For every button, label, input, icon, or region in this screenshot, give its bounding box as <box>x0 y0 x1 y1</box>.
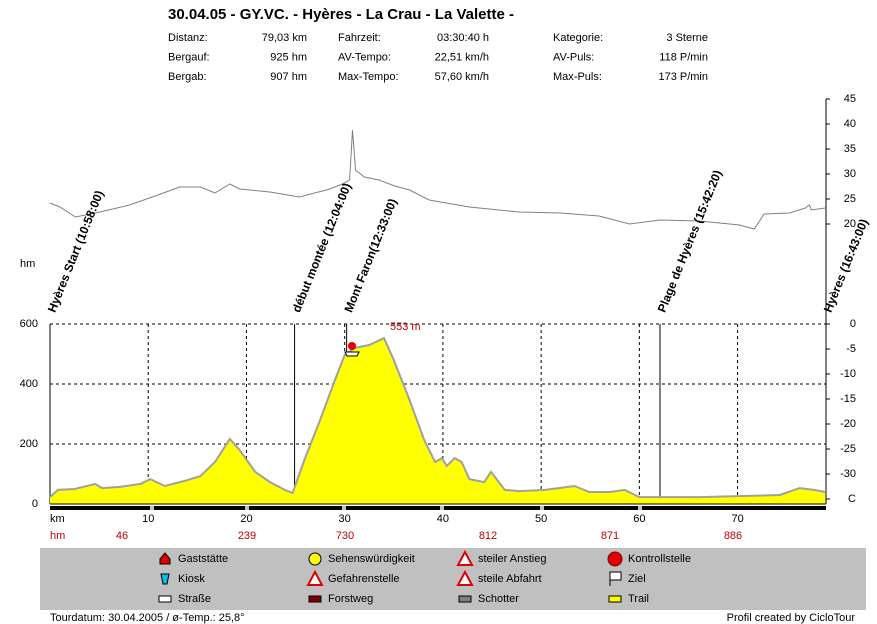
stat-value: 79,03 km <box>262 32 307 44</box>
y2-tick-label: -5 <box>846 343 856 355</box>
legend-label: Ziel <box>628 573 646 585</box>
road-gap <box>540 506 544 510</box>
x-tick-label: 40 <box>437 513 449 525</box>
y-tick-label: 200 <box>20 438 38 450</box>
legend-label: Kontrollstelle <box>628 553 691 565</box>
stat-value: 57,60 km/h <box>435 71 489 83</box>
legend-label: steiler Anstieg <box>478 553 546 565</box>
stat-value: 22,51 km/h <box>435 51 489 63</box>
legend-label: Trail <box>628 593 649 605</box>
road-gap <box>150 506 154 510</box>
icon <box>308 552 322 566</box>
stat-value: 03:30:40 h <box>437 32 489 44</box>
x-tick-label: km <box>50 513 65 525</box>
icon <box>608 595 622 603</box>
icon <box>458 595 472 603</box>
footer-right: Profil created by CicloTour <box>727 612 856 624</box>
y-axis-label: hm <box>20 258 35 270</box>
y2-tick-label: 30 <box>844 168 856 180</box>
y2-tick-label: -20 <box>840 418 856 430</box>
waypoint-label: Hyères (16:43:00) <box>821 217 871 314</box>
y2-tick-label: 25 <box>844 193 856 205</box>
y-tick-label: 600 <box>20 318 38 330</box>
road-strip <box>50 506 826 510</box>
y2-tick-label: -30 <box>840 468 856 480</box>
legend-label: Gaststätte <box>178 553 228 565</box>
y2-tick-label: 20 <box>844 218 856 230</box>
waypoint-label: Mont Faron(12:33:00) <box>341 197 399 315</box>
stat-label: Fahrzeit: <box>338 32 381 44</box>
y2-tick-label: -10 <box>840 368 856 380</box>
stat-value: 3 Sterne <box>666 32 708 44</box>
waypoint-label: Hyères Start (10:58:00) <box>45 188 107 314</box>
legend-label: Forstweg <box>328 593 373 605</box>
icon <box>456 549 474 566</box>
icon <box>456 569 474 586</box>
stat-value: 118 P/min <box>659 51 708 63</box>
y2-tick-label: -15 <box>840 393 856 405</box>
y2-tick-label: 40 <box>844 118 856 130</box>
icon <box>158 595 172 603</box>
stat-value: 907 hm <box>270 71 307 83</box>
road-gap <box>440 506 444 510</box>
x-tick-label: 60 <box>633 513 645 525</box>
max-label: 553 m <box>390 321 421 333</box>
legend-label: Kiosk <box>178 573 205 585</box>
hm-row-value: 730 <box>336 530 354 542</box>
road-gap <box>342 506 346 510</box>
road-gap <box>245 506 249 510</box>
icon <box>160 573 170 585</box>
y2-tick-label: C <box>848 493 856 505</box>
hm-row-value: 812 <box>479 530 497 542</box>
hm-row-value: 871 <box>601 530 619 542</box>
footer-left: Tourdatum: 30.04.2005 / ø-Temp.: 25,8° <box>50 612 245 624</box>
hm-row-value: 46 <box>116 530 128 542</box>
y2-tick-label: -25 <box>840 443 856 455</box>
stat-label: Bergauf: <box>168 51 210 63</box>
icon <box>306 569 324 586</box>
legend-label: Sehenswürdigkeit <box>328 553 415 565</box>
y-tick-label: 400 <box>20 378 38 390</box>
stat-label: Distanz: <box>168 32 208 44</box>
y2-tick-label: 35 <box>844 143 856 155</box>
temperature-line <box>49 129 826 230</box>
poi-base <box>344 351 360 357</box>
legend-label: Schotter <box>478 593 519 605</box>
stat-label: AV-Tempo: <box>338 51 391 63</box>
chart-title: 30.04.05 - GY.VC. - Hyères - La Crau - L… <box>168 6 514 23</box>
road-gap <box>638 506 642 510</box>
stat-label: Kategorie: <box>553 32 603 44</box>
y2-tick-label: 0 <box>850 318 856 330</box>
elevation-outline <box>49 336 826 499</box>
stat-label: Max-Puls: <box>553 71 602 83</box>
stat-label: Bergab: <box>168 71 207 83</box>
x-tick-label: 70 <box>731 513 743 525</box>
elevation-area <box>50 338 825 504</box>
x-tick-label: 30 <box>339 513 351 525</box>
stat-value: 925 hm <box>270 51 307 63</box>
hm-row-value: 239 <box>238 530 256 542</box>
icon <box>308 595 322 603</box>
waypoint-label: Plage de Hyères (15:42:20) <box>655 168 725 314</box>
icon <box>159 552 171 565</box>
stat-label: AV-Puls: <box>553 51 594 63</box>
y-tick-label: 0 <box>32 498 38 510</box>
legend-label: Gefahrenstelle <box>328 573 400 585</box>
x-tick-label: 10 <box>142 513 154 525</box>
icon <box>609 571 622 586</box>
poi-icon <box>348 342 356 350</box>
hm-row-label: hm <box>50 530 65 542</box>
legend-box <box>40 548 866 610</box>
x-tick-label: 50 <box>535 513 547 525</box>
legend-label: steile Abfahrt <box>478 573 542 585</box>
hm-row-value: 886 <box>724 530 742 542</box>
y2-tick-label: 45 <box>844 93 856 105</box>
x-tick-label: 20 <box>240 513 252 525</box>
icon <box>607 551 623 567</box>
stat-label: Max-Tempo: <box>338 71 399 83</box>
waypoint-label: début montée (12:04:00) <box>289 181 354 314</box>
stat-value: 173 P/min <box>658 71 708 83</box>
legend-label: Straße <box>178 593 211 605</box>
